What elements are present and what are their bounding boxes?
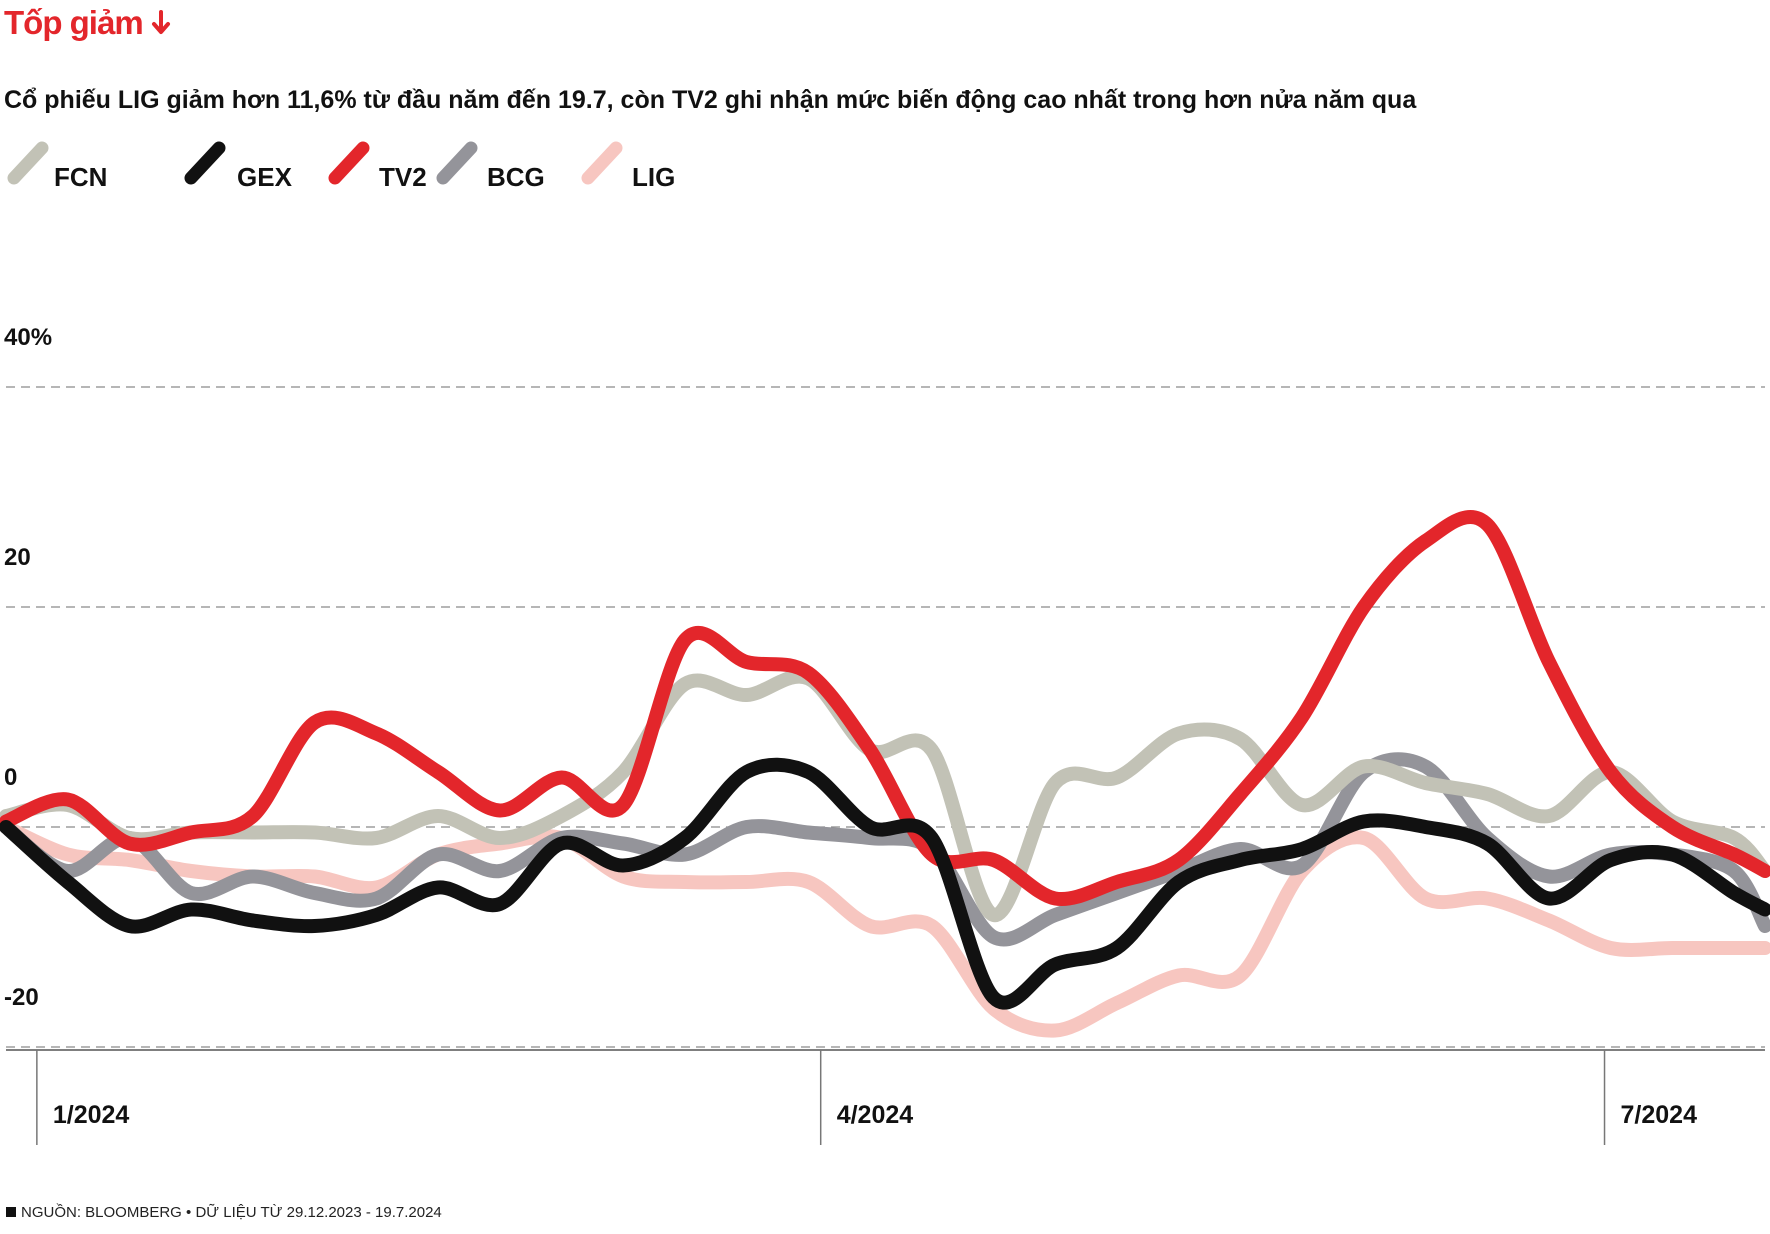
chart-kicker: Tốp giảm: [4, 4, 171, 42]
y-tick-label: 0: [4, 764, 17, 791]
series-line-gex: [0, 757, 1770, 1010]
chart-legend: FCN GEX TV2 BCG LIG: [0, 138, 760, 198]
series-line-lig: [0, 820, 1770, 1038]
legend-label: LIG: [632, 162, 676, 192]
line-chart: 40% 20 0 -20 1/2024 4/2024 7/2024: [0, 324, 1770, 1145]
chart-subtitle: Cổ phiếu LIG giảm hơn 11,6% từ đầu năm đ…: [4, 86, 1417, 114]
legend-label: FCN: [54, 162, 108, 192]
legend-swatch: [581, 141, 623, 185]
legend-swatch: [436, 141, 478, 185]
legend-swatch: [184, 141, 226, 185]
x-tick-label: 7/2024: [1621, 1101, 1698, 1129]
legend-swatch: [328, 141, 370, 185]
series-line-fcn: [0, 669, 1770, 922]
series-line-tv2: [0, 510, 1770, 907]
y-tick-label: 40%: [4, 324, 52, 351]
x-tick-label: 4/2024: [837, 1101, 914, 1129]
x-tick-label: 1/2024: [53, 1101, 130, 1129]
source-text: NGUỒN: BLOOMBERG • DỮ LIỆU TỪ 29.12.2023…: [21, 1204, 442, 1221]
square-bullet-icon: [6, 1207, 16, 1217]
chart-source: NGUỒN: BLOOMBERG • DỮ LIỆU TỪ 29.12.2023…: [6, 1204, 442, 1221]
legend-swatch: [7, 141, 49, 185]
legend-label: BCG: [487, 162, 545, 192]
arrow-down-icon: [151, 10, 170, 34]
y-tick-label: 20: [4, 544, 31, 571]
legend-label: GEX: [237, 162, 292, 192]
legend-label: TV2: [379, 162, 427, 192]
y-tick-label: -20: [4, 984, 39, 1011]
kicker-text: Tốp giảm: [4, 4, 144, 41]
